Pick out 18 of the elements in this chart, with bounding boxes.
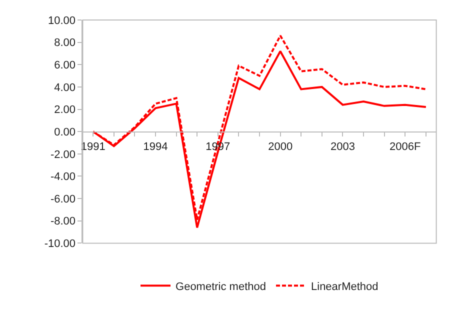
x-tick-label: 1991 <box>80 140 106 153</box>
x-tick-label: 1994 <box>143 140 168 153</box>
y-tick-label: 10.00 <box>48 14 76 27</box>
legend-label: LinearMethod <box>311 280 378 293</box>
y-tick-label: 6.00 <box>54 59 76 72</box>
y-tick-label: 0.00 <box>54 126 76 138</box>
legend-label: Geometric method <box>176 280 266 293</box>
y-tick-label: -10.00 <box>44 238 76 250</box>
y-tick-label: 8.00 <box>54 37 76 50</box>
x-tick-label: 2003 <box>330 140 355 153</box>
y-tick-label: -8.00 <box>50 216 76 228</box>
y-tick-label: -2.00 <box>50 148 76 161</box>
y-tick-label: 2.00 <box>54 104 76 116</box>
x-tick-label: 2000 <box>268 140 293 153</box>
x-tick-label: 2006F <box>390 140 421 153</box>
y-tick-label: 4.00 <box>54 82 76 94</box>
y-tick-label: -6.00 <box>50 193 76 206</box>
y-tick-label: -4.00 <box>50 171 76 184</box>
